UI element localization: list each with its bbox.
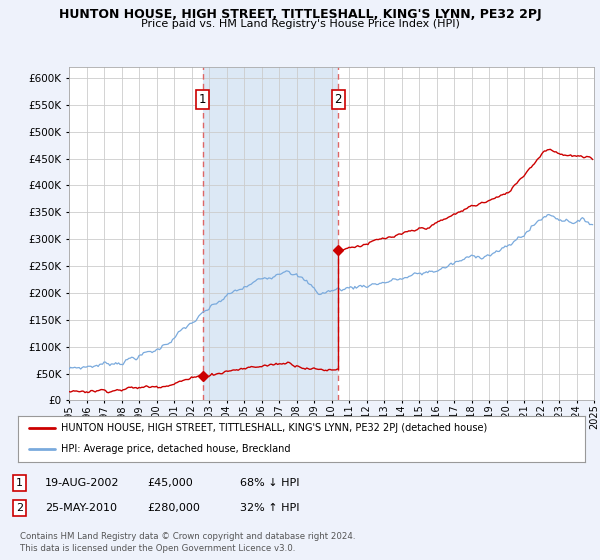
Bar xyxy=(203,67,338,400)
Text: Contains HM Land Registry data © Crown copyright and database right 2024.
This d: Contains HM Land Registry data © Crown c… xyxy=(20,533,355,553)
Text: 2: 2 xyxy=(335,93,342,106)
Text: £280,000: £280,000 xyxy=(147,503,200,513)
Text: £45,000: £45,000 xyxy=(147,478,193,488)
Text: 1: 1 xyxy=(199,93,206,106)
Text: HPI: Average price, detached house, Breckland: HPI: Average price, detached house, Brec… xyxy=(61,445,290,455)
Text: 32% ↑ HPI: 32% ↑ HPI xyxy=(240,503,299,513)
Text: 25-MAY-2010: 25-MAY-2010 xyxy=(45,503,117,513)
Text: 2: 2 xyxy=(16,503,23,513)
Text: 1: 1 xyxy=(16,478,23,488)
Text: HUNTON HOUSE, HIGH STREET, TITTLESHALL, KING'S LYNN, PE32 2PJ: HUNTON HOUSE, HIGH STREET, TITTLESHALL, … xyxy=(59,8,541,21)
Text: Price paid vs. HM Land Registry's House Price Index (HPI): Price paid vs. HM Land Registry's House … xyxy=(140,19,460,29)
Text: 19-AUG-2002: 19-AUG-2002 xyxy=(45,478,119,488)
Text: 68% ↓ HPI: 68% ↓ HPI xyxy=(240,478,299,488)
Text: HUNTON HOUSE, HIGH STREET, TITTLESHALL, KING'S LYNN, PE32 2PJ (detached house): HUNTON HOUSE, HIGH STREET, TITTLESHALL, … xyxy=(61,423,487,433)
